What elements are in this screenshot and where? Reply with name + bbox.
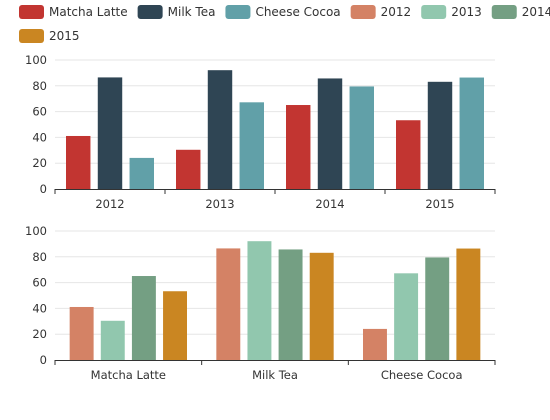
chart1-xtick-label-2015: 2015 <box>425 197 454 211</box>
chart2-bar-2015-matcha-latte <box>163 291 187 360</box>
chart1-bar-cheese-cocoa-2013 <box>239 102 264 189</box>
legend-swatch-milk-tea <box>137 5 163 19</box>
chart1-ytick-label: 60 <box>32 105 47 119</box>
chart1-bar-cheese-cocoa-2014 <box>349 86 374 189</box>
chart2-ytick-label: 40 <box>32 301 47 315</box>
legend-label-2013: 2013 <box>451 5 482 19</box>
chart2-ytick-label: 80 <box>32 250 47 264</box>
chart1-xtick-label-2014: 2014 <box>315 197 344 211</box>
legend-label-2015: 2015 <box>49 29 80 43</box>
legend-swatch-2013 <box>421 5 447 19</box>
legend-swatch-2012 <box>350 5 376 19</box>
legend-swatch-matcha-latte <box>19 5 44 19</box>
chart2-xtick-label-matcha-latte: Matcha Latte <box>91 368 166 382</box>
chart1-bar-milk-tea-2013 <box>207 70 233 189</box>
chart1-bar-matcha-latte-2014 <box>286 105 311 189</box>
chart1-xtick-label-2013: 2013 <box>205 197 234 211</box>
legend-label-2012: 2012 <box>381 5 412 19</box>
chart1-bar-milk-tea-2014 <box>317 78 343 189</box>
chart1-xtick-label-2012: 2012 <box>95 197 124 211</box>
legend-label-milk-tea: Milk Tea <box>168 5 216 19</box>
chart2-bar-2014-milk-tea <box>278 249 303 360</box>
chart1-bar-matcha-latte-2015 <box>396 120 421 189</box>
chart2-ytick-label: 100 <box>25 224 47 238</box>
chart1-ytick-label: 40 <box>32 130 47 144</box>
chart2-bar-2012-cheese-cocoa <box>363 328 387 360</box>
chart1-bar-cheese-cocoa-2012 <box>129 157 154 189</box>
chart2-ytick-label: 0 <box>40 353 47 367</box>
chart1-bar-cheese-cocoa-2015 <box>459 77 484 189</box>
chart1-ytick-label: 80 <box>32 79 47 93</box>
chart2-bar-2014-matcha-latte <box>131 276 156 360</box>
legend-swatch-2014 <box>491 5 517 19</box>
chart2-bar-2015-cheese-cocoa <box>456 248 481 360</box>
chart2-bar-2014-cheese-cocoa <box>425 257 450 360</box>
chart2-bar-2013-matcha-latte <box>100 320 125 360</box>
legend-label-cheese-cocoa: Cheese Cocoa <box>255 5 340 19</box>
chart1-ytick-label: 20 <box>32 156 47 170</box>
chart2-ytick-label: 20 <box>32 327 47 341</box>
chart1-bar-milk-tea-2015 <box>427 81 453 189</box>
chart2-bar-2013-milk-tea <box>247 241 272 360</box>
legend-label-2014: 2014 <box>522 5 550 19</box>
chart2-bar-2012-matcha-latte <box>69 306 94 360</box>
chart2-xtick-label-milk-tea: Milk Tea <box>252 368 298 382</box>
legend-swatch-2015 <box>19 29 44 43</box>
chart1-ytick-label: 0 <box>40 182 47 196</box>
chart1-bar-matcha-latte-2013 <box>176 149 201 189</box>
chart1-ytick-label: 100 <box>25 53 47 67</box>
chart2-ytick-label: 60 <box>32 276 47 290</box>
chart2-bar-2013-cheese-cocoa <box>394 273 419 360</box>
legend-label-matcha-latte: Matcha Latte <box>49 5 128 19</box>
chart2-xtick-label-cheese-cocoa: Cheese Cocoa <box>381 368 463 382</box>
chart2-bar-2012-milk-tea <box>216 248 241 360</box>
chart1-bar-matcha-latte-2012 <box>66 135 91 189</box>
chart2-bar-2015-milk-tea <box>309 252 334 360</box>
legend-swatch-cheese-cocoa <box>225 5 251 19</box>
chart1-bar-milk-tea-2012 <box>97 77 123 189</box>
